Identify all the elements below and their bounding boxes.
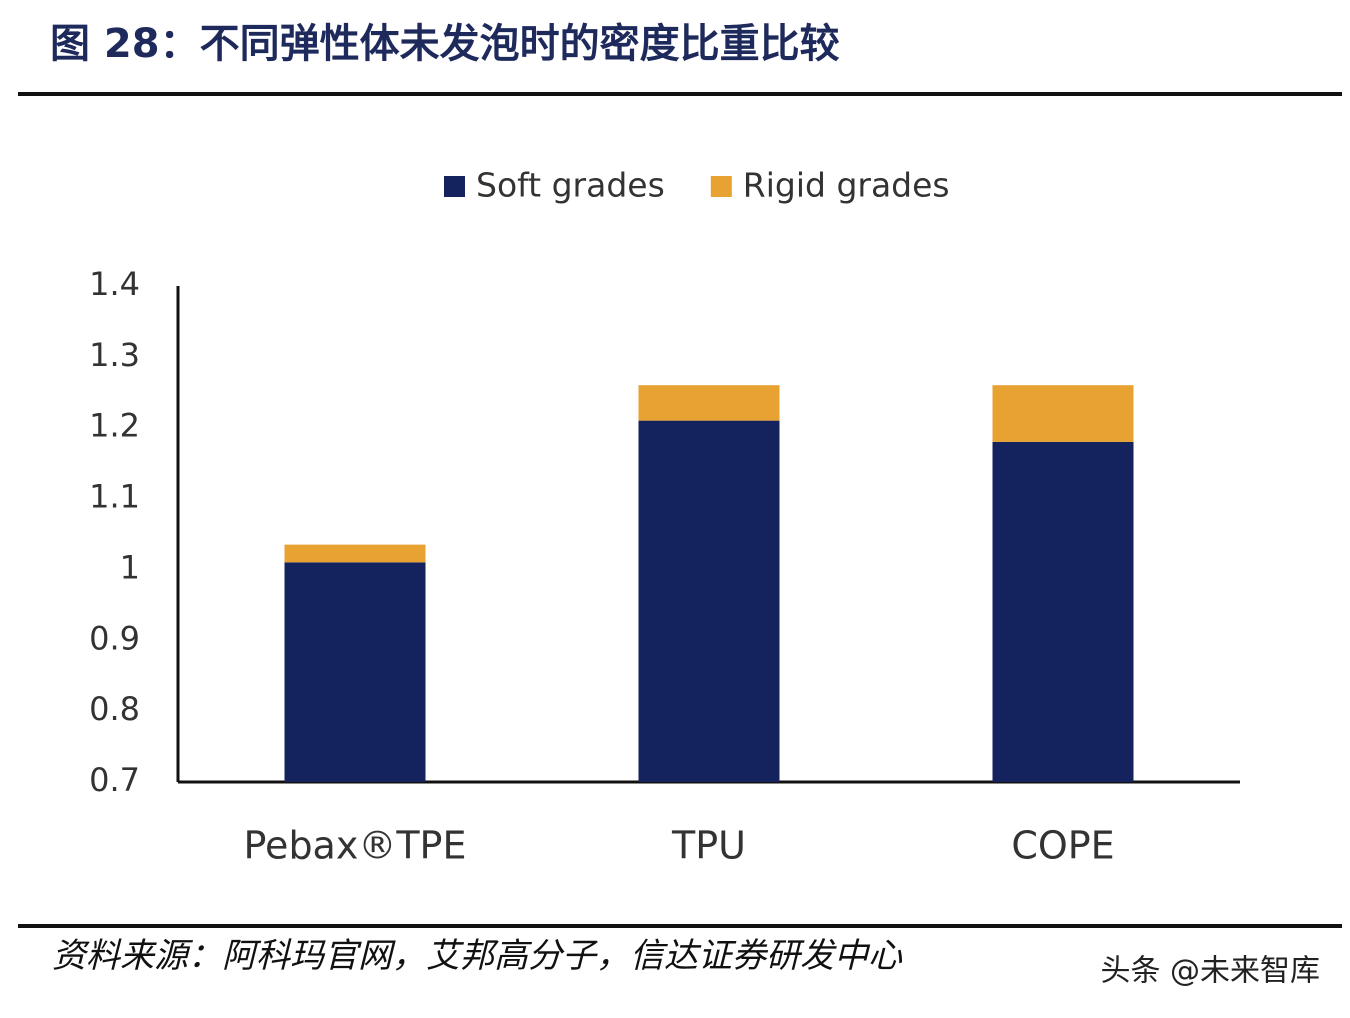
watermark: 头条 @未来智库 (1100, 954, 1320, 989)
x-tick-label: Pebax®TPE (244, 824, 467, 868)
y-tick-label: 1.1 (89, 478, 140, 516)
y-tick-label: 1.4 (89, 265, 140, 303)
bar-segment (284, 544, 426, 563)
y-tick-label: 1.2 (89, 407, 140, 445)
y-tick-label: 1.3 (89, 336, 140, 374)
y-tick-label: 0.7 (89, 761, 140, 799)
source-note: 资料来源：阿科玛官网，艾邦高分子，信达证券研发中心 (52, 936, 903, 976)
bottom-rule (18, 924, 1342, 928)
legend-swatch (444, 176, 465, 197)
y-tick-label: 1 (120, 548, 140, 586)
y-tick-label: 0.8 (89, 690, 140, 728)
legend-label: Rigid grades (743, 166, 950, 205)
x-tick-label: COPE (1011, 824, 1114, 868)
x-tick-label: TPU (671, 824, 746, 868)
bar-segment (992, 385, 1134, 442)
bar-segment (284, 562, 426, 782)
bar-segment (638, 420, 780, 782)
top-rule (18, 92, 1342, 96)
y-tick-label: 0.9 (89, 619, 140, 657)
bar-segment (638, 385, 780, 421)
bar-segment (992, 441, 1134, 782)
legend-swatch (710, 176, 732, 197)
legend-label: Soft grades (476, 166, 665, 205)
chart-title: 图 28：不同弹性体未发泡时的密度比重比较 (50, 21, 840, 67)
